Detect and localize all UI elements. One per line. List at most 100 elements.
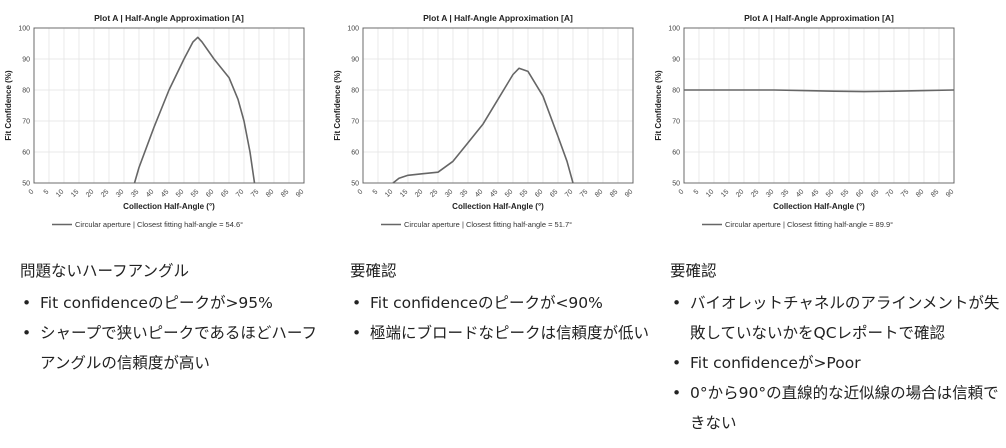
description-2: 要確認 Fit confidenceのピークが<90% 極端にブロードなピークは…: [350, 256, 650, 348]
x-tick-label: 35: [459, 188, 470, 199]
description-3: 要確認 バイオレットチャネルのアラインメントが失敗していないかをQCレポートで確…: [670, 256, 1000, 438]
x-tick-label: 55: [190, 188, 201, 199]
legend-label: Circular aperture | Closest fitting half…: [75, 220, 243, 229]
description-heading: 要確認: [670, 262, 717, 280]
x-tick-label: 75: [250, 188, 261, 199]
y-tick-label: 100: [347, 26, 359, 33]
bullet-list: Fit confidenceのピークが<90% 極端にブロードなピークは信頼度が…: [350, 288, 650, 348]
x-tick-label: 65: [870, 188, 881, 199]
x-axis-label: Collection Half-Angle (°): [123, 202, 215, 211]
x-tick-label: 90: [624, 188, 635, 199]
y-tick-label: 70: [672, 119, 680, 126]
y-tick-label: 60: [22, 150, 30, 157]
x-tick-label: 15: [399, 188, 410, 199]
x-tick-label: 35: [780, 188, 791, 199]
x-tick-label: 5: [693, 188, 701, 196]
chart-1: Plot A | Half-Angle Approximation [A]0 5 1…: [4, 13, 305, 229]
y-axis-label: Fit Confidence (%): [654, 70, 663, 141]
x-tick-label: 80: [915, 188, 926, 199]
x-tick-label: 60: [855, 188, 866, 199]
x-tick-label: 40: [795, 188, 806, 199]
x-tick-label: 15: [720, 188, 731, 199]
x-tick-label: 70: [885, 188, 896, 199]
bullet-item: 極端にブロードなピークは信頼度が低い: [350, 318, 650, 348]
x-tick-label: 85: [609, 188, 620, 199]
y-tick-label: 60: [672, 150, 680, 157]
bullet-list: Fit confidenceのピークが>95% シャープで狭いピークであるほどハ…: [20, 288, 330, 378]
y-tick-label: 50: [22, 181, 30, 188]
x-tick-label: 50: [175, 188, 186, 199]
x-tick-label: 65: [220, 188, 231, 199]
plot-frame: [33, 27, 305, 184]
x-tick-label: 20: [85, 188, 96, 199]
x-tick-label: 15: [70, 188, 81, 199]
bullet-item: バイオレットチャネルのアラインメントが失敗していないかをQCレポートで確認: [670, 288, 1000, 348]
x-tick-label: 25: [750, 188, 761, 199]
x-tick-label: 0: [678, 188, 686, 196]
y-tick-label: 90: [351, 57, 359, 64]
x-tick-label: 85: [280, 188, 291, 199]
x-tick-label: 60: [205, 188, 216, 199]
x-tick-label: 5: [43, 188, 51, 196]
x-tick-label: 45: [810, 188, 821, 199]
y-axis-label: Fit Confidence (%): [333, 70, 342, 141]
x-tick-label: 55: [519, 188, 530, 199]
y-axis-label: Fit Confidence (%): [4, 70, 13, 141]
series-line: [684, 89, 955, 93]
y-tick-label: 90: [22, 57, 30, 64]
x-tick-label: 70: [564, 188, 575, 199]
y-tick-label: 80: [672, 88, 680, 95]
x-tick-label: 40: [145, 188, 156, 199]
bullet-item: Fit confidenceのピークが>95%: [20, 288, 330, 318]
x-tick-label: 20: [735, 188, 746, 199]
legend-label: Circular aperture | Closest fitting half…: [404, 220, 572, 229]
x-tick-label: 80: [265, 188, 276, 199]
x-tick-label: 25: [429, 188, 440, 199]
y-tick-label: 90: [672, 57, 680, 64]
x-tick-label: 75: [579, 188, 590, 199]
x-tick-label: 5: [372, 188, 380, 196]
x-tick-label: 10: [705, 188, 716, 199]
x-tick-label: 0: [28, 188, 36, 196]
x-tick-label: 30: [765, 188, 776, 199]
series-line: [392, 67, 574, 184]
x-tick-label: 30: [444, 188, 455, 199]
y-tick-label: 70: [351, 119, 359, 126]
chart-panel-3: Plot A | Half-Angle Approximation [A] 0 5 1…: [650, 0, 970, 240]
x-tick-label: 30: [115, 188, 126, 199]
bullet-item: Fit confidenceが>Poor: [670, 348, 1000, 378]
bullet-list: バイオレットチャネルのアラインメントが失敗していないかをQCレポートで確認 Fi…: [670, 288, 1000, 438]
x-tick-label: 25: [100, 188, 111, 199]
y-tick-label: 100: [18, 26, 30, 33]
y-tick-label: 100: [668, 26, 680, 33]
chart-3: Plot A | Half-Angle Approximation [A]0 5 1…: [654, 13, 956, 229]
x-tick-label: 50: [504, 188, 515, 199]
x-tick-label: 75: [900, 188, 911, 199]
y-tick-label: 80: [22, 88, 30, 95]
x-tick-label: 45: [160, 188, 171, 199]
x-tick-label: 80: [594, 188, 605, 199]
y-tick-label: 60: [351, 150, 359, 157]
x-tick-label: 55: [840, 188, 851, 199]
chart-title: Plot A | Half-Angle Approximation [A]: [94, 13, 244, 23]
y-tick-label: 80: [351, 88, 359, 95]
x-tick-label: 60: [534, 188, 545, 199]
y-tick-label: 50: [672, 181, 680, 188]
y-tick-label: 50: [351, 181, 359, 188]
x-tick-label: 45: [489, 188, 500, 199]
chart-title: Plot A | Half-Angle Approximation [A]: [744, 13, 894, 23]
description-heading: 要確認: [350, 262, 397, 280]
x-tick-label: 10: [384, 188, 395, 199]
y-tick-label: 70: [22, 119, 30, 126]
chart-panel-1: Plot A | Half-Angle Approximation [A] 0 5 1…: [0, 0, 320, 240]
x-tick-label: 90: [945, 188, 956, 199]
x-tick-label: 65: [549, 188, 560, 199]
bullet-item: Fit confidenceのピークが<90%: [350, 288, 650, 318]
x-axis-label: Collection Half-Angle (°): [452, 202, 544, 211]
x-tick-label: 10: [55, 188, 66, 199]
bullet-item: シャープで狭いピークであるほどハーフアングルの信頼度が高い: [20, 318, 330, 378]
x-tick-label: 40: [474, 188, 485, 199]
description-1: 問題ないハーフアングル Fit confidenceのピークが>95% シャープ…: [20, 256, 330, 378]
legend-label: Circular aperture | Closest fitting half…: [725, 220, 893, 229]
x-tick-label: 35: [130, 188, 141, 199]
